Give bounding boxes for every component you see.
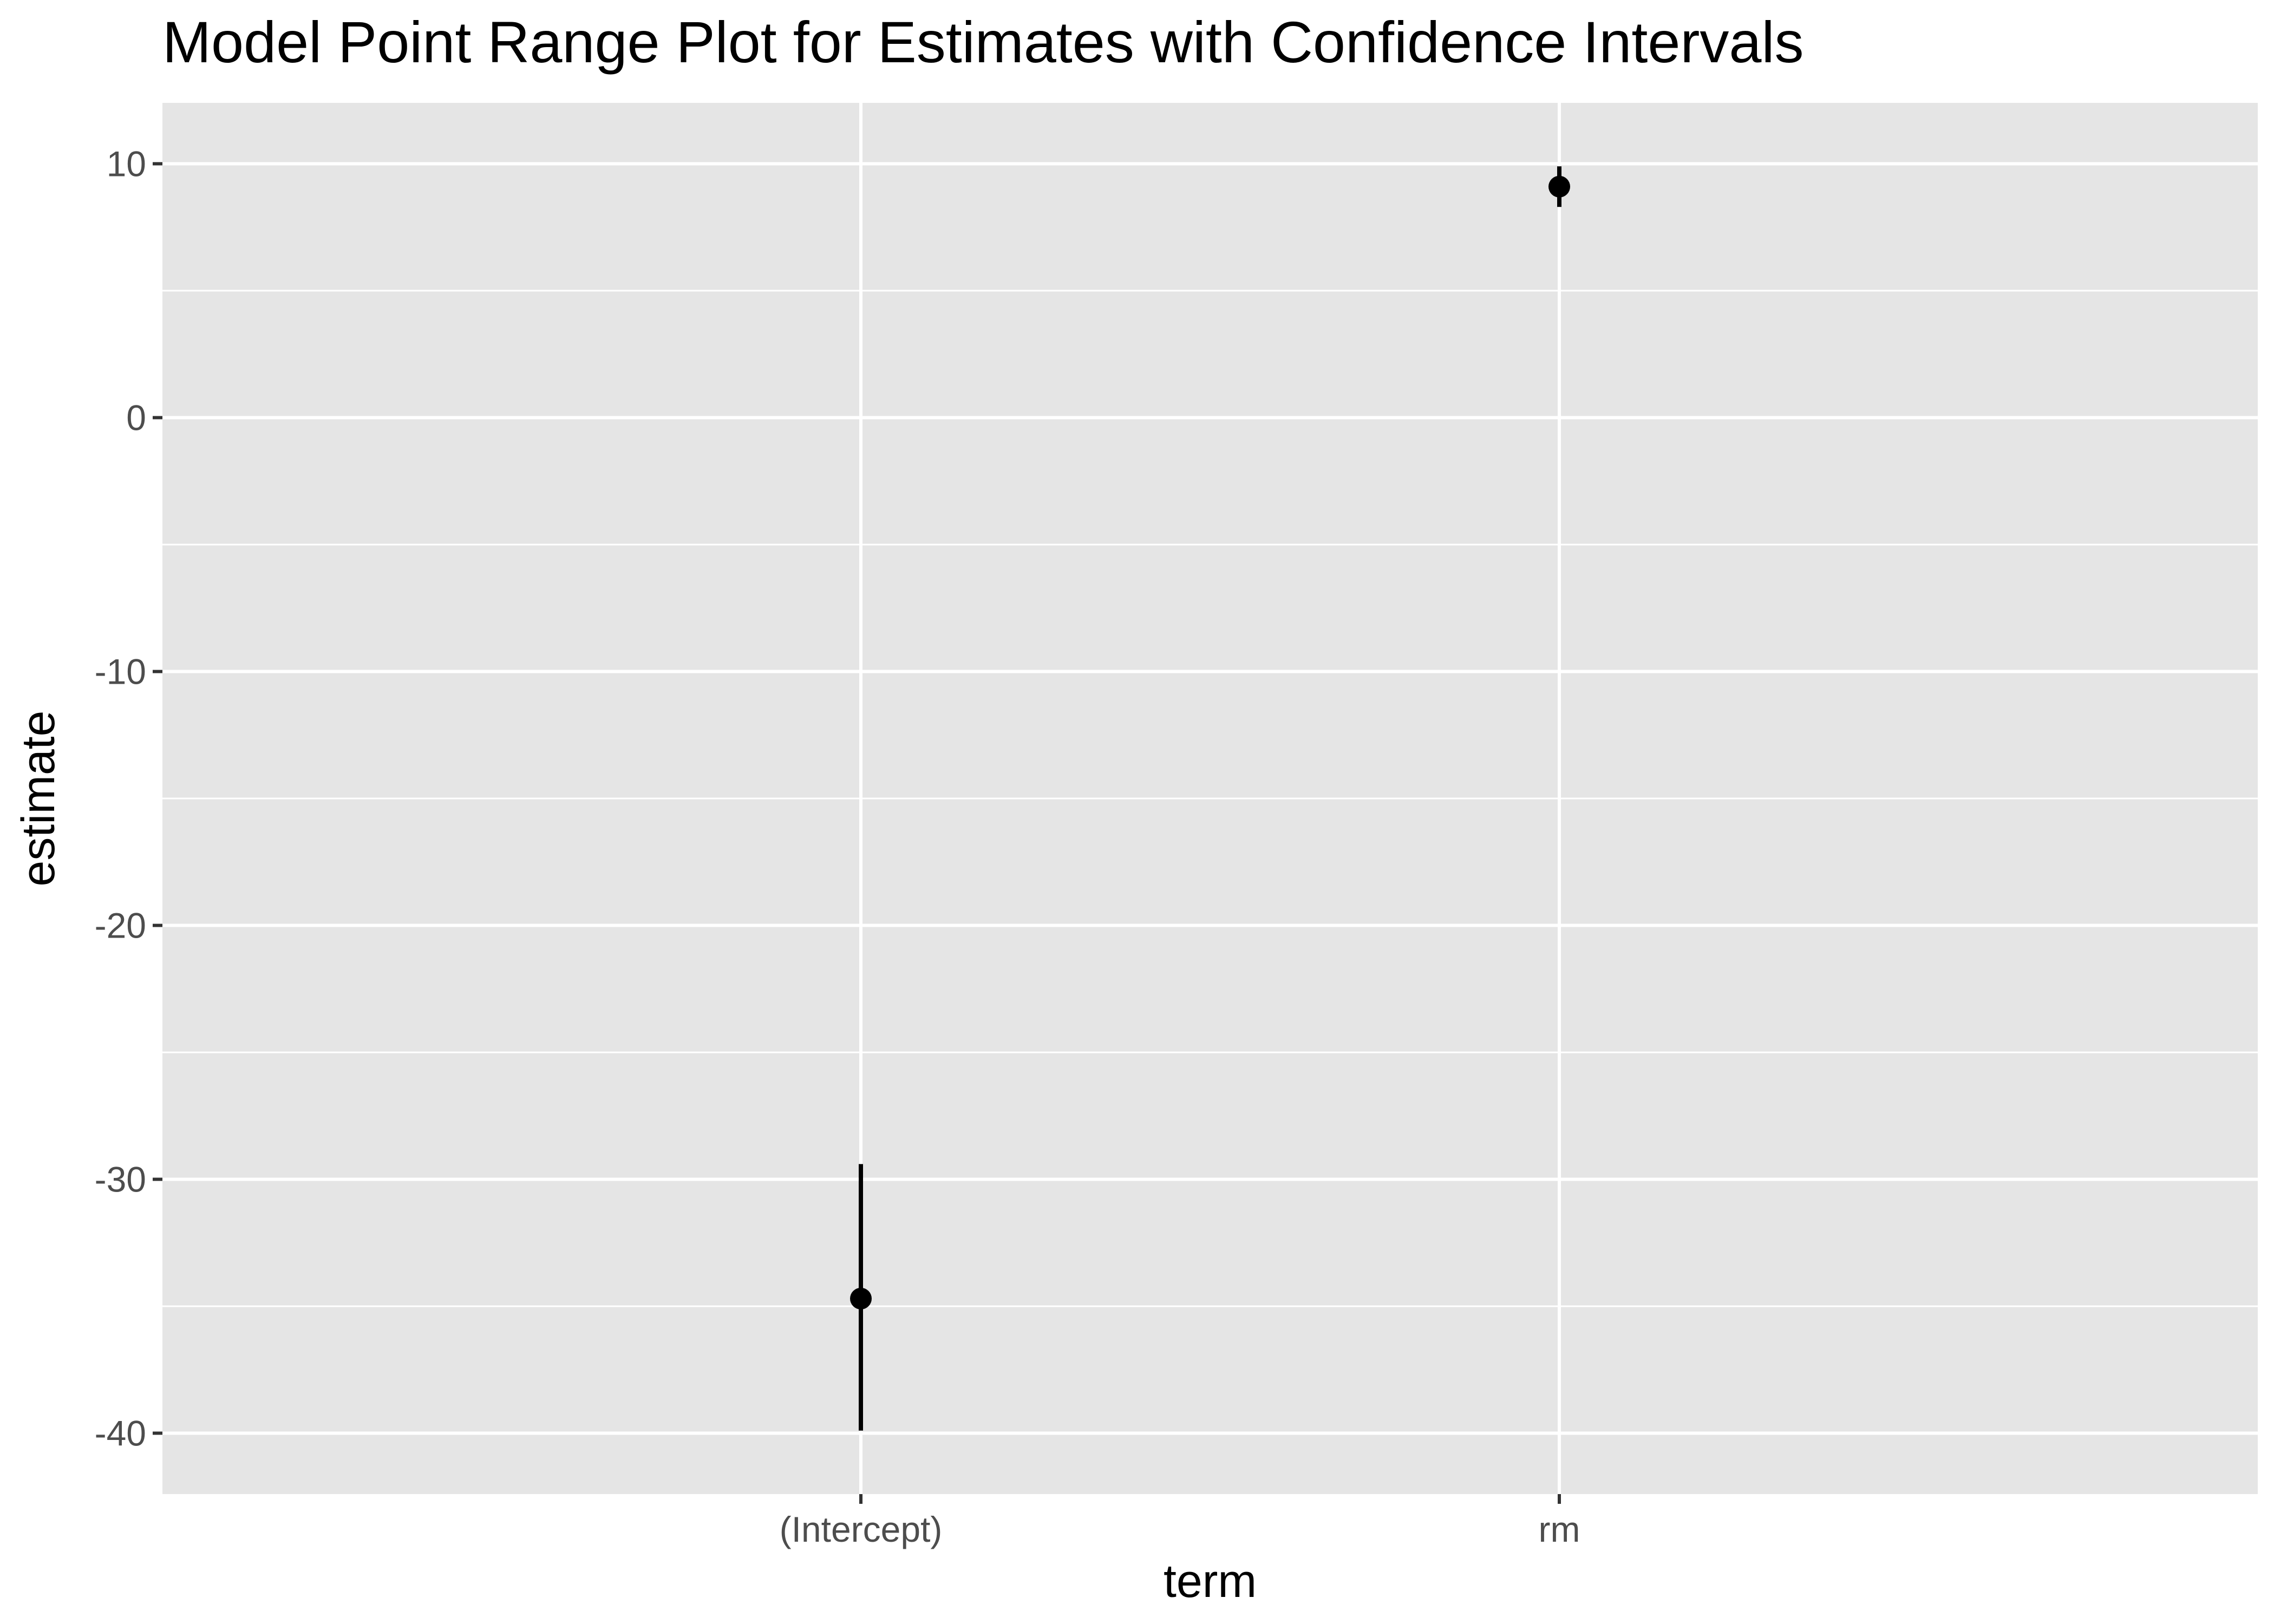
y-tick-label: 10 [107, 144, 146, 184]
chart-title: Model Point Range Plot for Estimates wit… [162, 9, 1804, 75]
x-tick-label: (Intercept) [780, 1509, 943, 1549]
estimate-point [1548, 175, 1570, 198]
estimate-point [850, 1287, 872, 1309]
y-tick-label: -20 [95, 905, 146, 945]
y-tick-label: -40 [95, 1413, 146, 1453]
point-ranges [850, 166, 1570, 1431]
x-tick-label: rm [1539, 1509, 1580, 1549]
y-tick-label: -10 [95, 652, 146, 692]
major-gridlines [162, 103, 2258, 1494]
y-axis-title: estimate [12, 710, 64, 886]
x-axis: (Intercept) rm [780, 1494, 1580, 1549]
y-tick-label: 0 [126, 398, 146, 438]
minor-gridlines [162, 290, 2258, 1307]
y-tick-label: -30 [95, 1159, 146, 1199]
x-axis-title: term [1164, 1555, 1257, 1607]
y-axis: 10 0 -10 -20 -30 -40 [95, 144, 162, 1453]
